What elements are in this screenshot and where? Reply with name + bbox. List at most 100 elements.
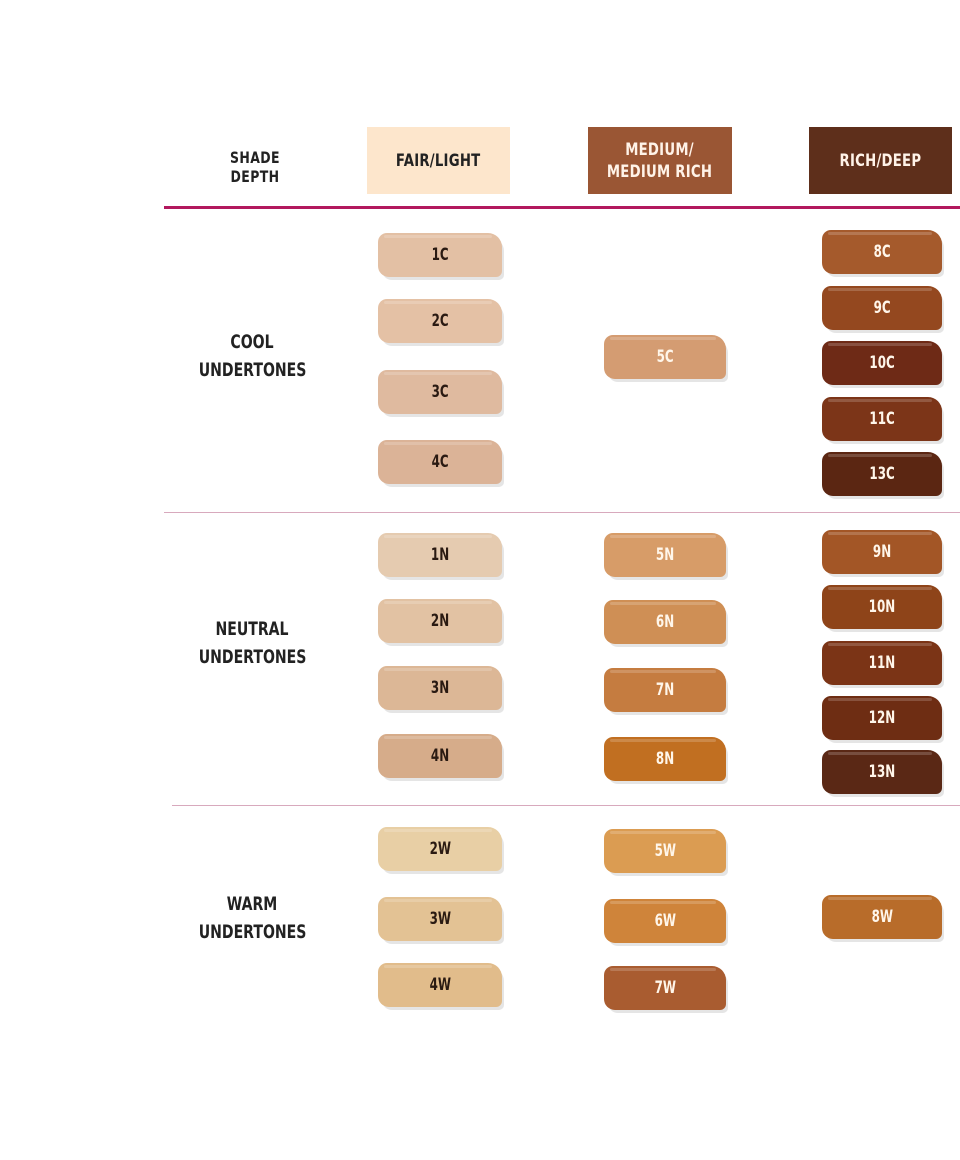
- shade-swatch-label: 12N: [822, 696, 942, 740]
- shade-swatch: 5W: [604, 829, 726, 873]
- shade-swatch: 6N: [604, 600, 726, 644]
- shade-name: 3N: [430, 678, 450, 698]
- shade-name: 11N: [868, 653, 896, 673]
- shade-swatch-label: 5W: [604, 829, 726, 873]
- shade-swatch-label: 8W: [822, 895, 942, 939]
- shade-name: 11C: [869, 409, 895, 429]
- shade-swatch: 9C: [822, 286, 942, 330]
- shade-name: 6W: [654, 911, 676, 931]
- shade-swatch-label: 4C: [378, 440, 502, 484]
- shade-swatch: 6W: [604, 899, 726, 943]
- column-header-label: MEDIUM/ MEDIUM RICH: [607, 139, 713, 182]
- shade-swatch-label: 8N: [604, 737, 726, 781]
- row-label-warm: WARM UNDERTONES: [198, 893, 307, 943]
- shade-swatch: 5C: [604, 335, 726, 379]
- shade-swatch: 5N: [604, 533, 726, 577]
- shade-name: 9N: [872, 542, 892, 562]
- shade-swatch-label: 3N: [378, 666, 502, 710]
- row-divider: [164, 512, 960, 513]
- shade-swatch: 4N: [378, 734, 502, 778]
- column-header-label: RICH/DEEP: [839, 150, 922, 171]
- shade-swatch: 7W: [604, 966, 726, 1010]
- shade-swatch: 2W: [378, 827, 502, 871]
- shade-swatch: 8C: [822, 230, 942, 274]
- shade-swatch-label: 8C: [822, 230, 942, 274]
- shade-swatch: 10N: [822, 585, 942, 629]
- shade-swatch-label: 1N: [378, 533, 502, 577]
- shade-swatch: 9N: [822, 530, 942, 574]
- column-header-label: FAIR/LIGHT: [396, 150, 481, 171]
- shade-depth-label: SHADE DEPTH: [230, 148, 280, 186]
- shade-swatch-label: 11C: [822, 397, 942, 441]
- row-divider: [172, 805, 960, 806]
- shade-swatch: 3N: [378, 666, 502, 710]
- shade-name: 8W: [871, 907, 893, 927]
- shade-swatch-label: 3W: [378, 897, 502, 941]
- shade-swatch-label: 1C: [378, 233, 502, 277]
- shade-swatch-label: 2C: [378, 299, 502, 343]
- shade-swatch: 11N: [822, 641, 942, 685]
- shade-name: 5N: [655, 545, 675, 565]
- shade-name: 13C: [869, 464, 895, 484]
- shade-swatch: 8N: [604, 737, 726, 781]
- shade-name: 8N: [655, 749, 675, 769]
- shade-swatch: 8W: [822, 895, 942, 939]
- shade-name: 13N: [868, 762, 896, 782]
- shade-swatch-label: 4N: [378, 734, 502, 778]
- shade-name: 5W: [654, 841, 676, 861]
- header-divider: [164, 206, 960, 209]
- column-header-fair-light: FAIR/LIGHT: [367, 127, 510, 194]
- shade-swatch-label: 10N: [822, 585, 942, 629]
- shade-swatch-label: 2N: [378, 599, 502, 643]
- shade-name: 7N: [655, 680, 675, 700]
- shade-swatch-label: 7N: [604, 668, 726, 712]
- shade-swatch: 3C: [378, 370, 502, 414]
- shade-name: 7W: [654, 978, 676, 998]
- shade-swatch: 1C: [378, 233, 502, 277]
- shade-name: 4C: [431, 452, 449, 472]
- shade-name: 2W: [429, 839, 451, 859]
- shade-swatch-label: 11N: [822, 641, 942, 685]
- shade-name: 8C: [873, 242, 891, 262]
- shade-swatch-label: 3C: [378, 370, 502, 414]
- shade-swatch: 4C: [378, 440, 502, 484]
- shade-swatch: 1N: [378, 533, 502, 577]
- shade-name: 2N: [430, 611, 450, 631]
- shade-name: 2C: [431, 311, 449, 331]
- shade-name: 3W: [429, 909, 451, 929]
- shade-swatch-label: 6N: [604, 600, 726, 644]
- shade-name: 4W: [429, 975, 451, 995]
- shade-name: 6N: [655, 612, 675, 632]
- shade-swatch: 13C: [822, 452, 942, 496]
- shade-name: 9C: [873, 298, 891, 318]
- shade-swatch: 3W: [378, 897, 502, 941]
- shade-name: 1N: [430, 545, 450, 565]
- shade-name: 1C: [431, 245, 449, 265]
- row-label-neutral: NEUTRAL UNDERTONES: [198, 618, 307, 668]
- shade-swatch: 11C: [822, 397, 942, 441]
- shade-name: 5C: [656, 347, 674, 367]
- shade-swatch-label: 13N: [822, 750, 942, 794]
- shade-swatch-label: 5C: [604, 335, 726, 379]
- shade-swatch-label: 9C: [822, 286, 942, 330]
- shade-swatch-label: 10C: [822, 341, 942, 385]
- shade-swatch: 2N: [378, 599, 502, 643]
- shade-swatch: 10C: [822, 341, 942, 385]
- shade-swatch: 2C: [378, 299, 502, 343]
- shade-swatch: 7N: [604, 668, 726, 712]
- shade-swatch-label: 6W: [604, 899, 726, 943]
- shade-swatch: 4W: [378, 963, 502, 1007]
- shade-swatch-label: 13C: [822, 452, 942, 496]
- shade-swatch-label: 4W: [378, 963, 502, 1007]
- shade-swatch-label: 5N: [604, 533, 726, 577]
- column-header-medium: MEDIUM/ MEDIUM RICH: [588, 127, 732, 194]
- shade-swatch-label: 2W: [378, 827, 502, 871]
- shade-name: 4N: [430, 746, 450, 766]
- shade-swatch-label: 7W: [604, 966, 726, 1010]
- shade-swatch-label: 9N: [822, 530, 942, 574]
- shade-swatch: 13N: [822, 750, 942, 794]
- column-header-rich-deep: RICH/DEEP: [809, 127, 952, 194]
- shade-name: 10N: [868, 597, 896, 617]
- shade-name: 3C: [431, 382, 449, 402]
- shade-name: 10C: [869, 353, 895, 373]
